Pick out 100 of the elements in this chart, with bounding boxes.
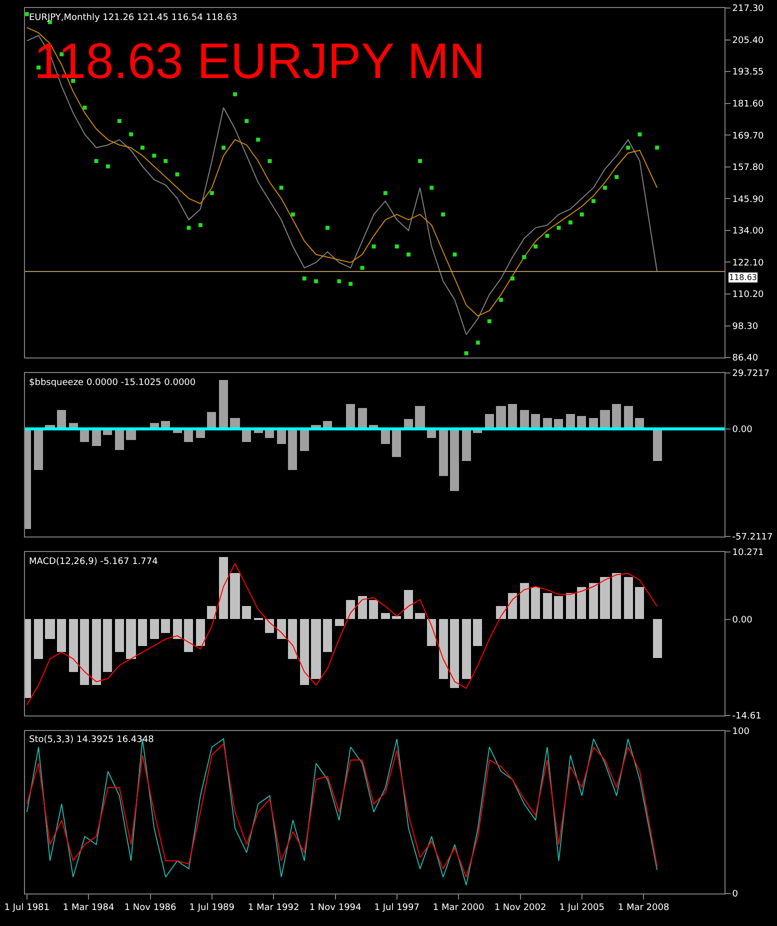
bar: [242, 606, 251, 619]
point: [476, 340, 480, 345]
bar: [161, 618, 170, 633]
point: [233, 92, 237, 96]
bar: [543, 592, 552, 619]
x-tick-label: 1 Nov 1994: [309, 903, 362, 914]
bar: [358, 596, 367, 619]
bar: [346, 600, 355, 619]
point: [94, 159, 98, 164]
y-tick-label: 157.80: [732, 163, 764, 174]
point: [464, 351, 468, 356]
bar: [115, 429, 124, 450]
bar: [577, 586, 586, 619]
point: [638, 132, 642, 136]
x-tick-label: 1 Nov 1986: [124, 903, 177, 914]
y-tick-label: 193.55: [732, 68, 764, 78]
text: EURJPY,Monthly 121.26 121.45 116.54 118.63: [29, 13, 238, 23]
bar: [34, 618, 43, 659]
bar: [624, 406, 633, 430]
point: [106, 164, 110, 168]
y-tick-label: 145.90: [732, 194, 764, 205]
bar: [450, 429, 459, 492]
point: [325, 226, 330, 230]
y-tick-label: 169.70: [732, 131, 764, 142]
point: [430, 186, 434, 190]
y-tick-label: 122.10: [732, 258, 764, 268]
x-tick-label: 1 Nov 2002: [494, 903, 546, 914]
point: [655, 146, 660, 150]
bar: [531, 414, 540, 430]
point: [614, 175, 619, 180]
point: [348, 282, 353, 286]
point: [360, 266, 364, 270]
point: [487, 319, 492, 324]
bar: [57, 618, 66, 652]
point: [314, 279, 318, 284]
bar: [184, 618, 193, 652]
bar: [589, 582, 598, 619]
bar: [346, 404, 355, 430]
y-tick-label: 205.40: [732, 36, 764, 46]
bar: [219, 380, 228, 430]
point: [406, 252, 411, 256]
bar: [230, 572, 240, 619]
x-tick-label: 1 Jul 1989: [189, 903, 235, 914]
y-tick-label: 0.00: [732, 616, 753, 626]
text: Sto(5,3,3) 14.3925 16.4348: [29, 735, 154, 745]
point: [210, 191, 214, 196]
bar: [415, 612, 425, 619]
bar: [45, 618, 55, 639]
y-tick-label: 10.271: [732, 548, 764, 558]
point: [198, 223, 202, 228]
point: [244, 118, 249, 123]
bar: [57, 410, 66, 430]
y-tick-label: 181.60: [732, 99, 764, 110]
y-tick-label: -14.61: [732, 711, 762, 722]
point: [441, 212, 446, 216]
bar: [496, 606, 506, 619]
bar: [300, 618, 309, 685]
bar: [207, 606, 216, 619]
ref-line-label: 118.63: [729, 273, 757, 282]
bar: [311, 618, 321, 679]
point: [522, 255, 526, 260]
y-tick-label: -57.2117: [732, 532, 773, 543]
bar: [92, 429, 101, 446]
point: [383, 191, 388, 196]
point: [337, 279, 342, 284]
bar: [485, 414, 494, 430]
point: [186, 226, 191, 230]
bar: [219, 556, 228, 619]
bar: [415, 406, 425, 430]
point: [222, 146, 226, 150]
bar: [392, 616, 401, 619]
bar: [653, 618, 662, 658]
point: [25, 12, 29, 16]
bar: [635, 586, 644, 619]
bar: [450, 618, 459, 688]
bar: [612, 404, 621, 430]
y-tick-label: 217.30: [732, 4, 764, 14]
point: [82, 106, 87, 110]
bar: [92, 618, 101, 685]
bar: [520, 410, 529, 430]
point: [279, 186, 284, 190]
point: [117, 118, 122, 123]
bar: [624, 576, 633, 619]
bar: [358, 408, 367, 430]
bar: [520, 582, 529, 619]
bar: [288, 429, 297, 470]
point: [175, 172, 180, 176]
bar: [196, 618, 205, 646]
bar: [381, 429, 390, 444]
bar: [392, 429, 401, 458]
point: [268, 159, 272, 164]
point: [556, 226, 561, 230]
point: [592, 199, 596, 204]
bar: [439, 618, 448, 679]
bar: [69, 618, 78, 672]
bar: [496, 406, 506, 430]
point: [290, 212, 295, 216]
y-tick-label: 86.40: [732, 354, 758, 364]
bar: [277, 618, 286, 639]
point: [372, 244, 376, 248]
